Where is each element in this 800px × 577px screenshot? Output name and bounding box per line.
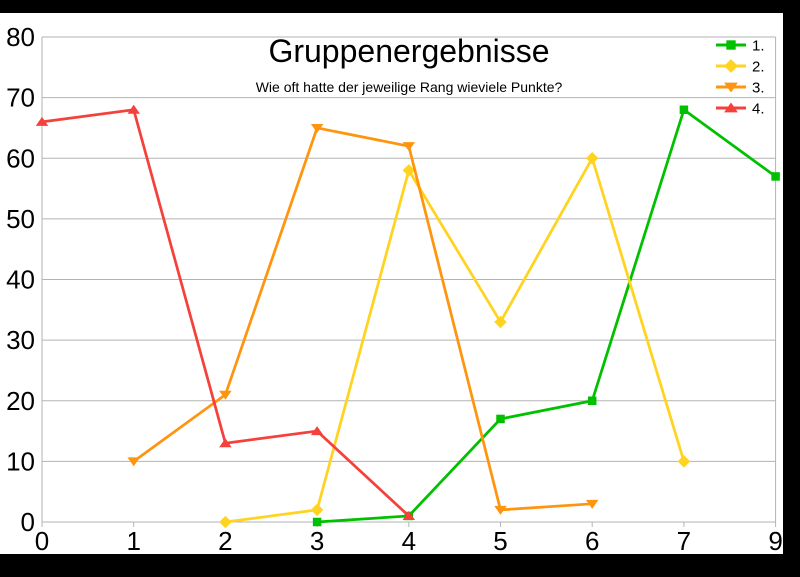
data-point-marker-triangle-down xyxy=(585,499,599,509)
data-point-marker-triangle-down xyxy=(494,505,507,515)
data-point-marker-diamond xyxy=(219,515,232,529)
data-point-marker-triangle-up xyxy=(219,438,232,448)
data-point-marker-diamond xyxy=(310,503,324,517)
data-point-marker-triangle-down xyxy=(724,82,738,93)
data-point-marker-triangle-up xyxy=(402,510,416,520)
data-point-marker-diamond xyxy=(724,59,738,73)
data-point-marker-triangle-up xyxy=(127,104,140,114)
series-line-2 xyxy=(225,154,686,524)
x-axis-tick-label: 5 xyxy=(493,526,507,554)
data-point-marker-triangle-down xyxy=(310,123,324,133)
data-point-marker-square xyxy=(587,396,597,405)
x-axis-tick-label: 0 xyxy=(35,526,49,554)
series-line-4 xyxy=(41,108,410,517)
x-axis-tick-label: 3 xyxy=(310,526,324,554)
legend-label: 4. xyxy=(752,101,765,118)
chart-svg: 0 10 20 30 40 50 60 70 80 0 1 2 3 4 5 6 7 9 1. 2. 3. 4. Grupp… xyxy=(6,22,783,554)
data-point-marker-triangle-down xyxy=(219,390,232,400)
legend-label: 3. xyxy=(752,80,765,97)
data-point-marker-triangle-up xyxy=(310,426,324,436)
data-point-marker-triangle-down xyxy=(127,457,140,467)
legend-label: 1. xyxy=(752,38,765,55)
data-point-marker-diamond xyxy=(585,152,599,165)
y-axis-tick-label: 30 xyxy=(6,325,35,355)
x-axis-tick-label: 2 xyxy=(218,526,232,554)
x-axis-tick-label: 1 xyxy=(126,526,140,554)
series-line-1 xyxy=(317,107,777,524)
y-axis-tick-label: 70 xyxy=(6,83,35,113)
x-axis-tick-label: 9 xyxy=(768,526,782,554)
y-axis-tick-label: 80 xyxy=(6,22,35,52)
chart-title: Gruppenergebnisse xyxy=(268,33,549,69)
y-axis-tick-label: 10 xyxy=(6,446,35,476)
data-point-marker-triangle-up xyxy=(35,116,49,126)
x-axis-tick-label: 7 xyxy=(677,526,691,554)
series-line-3 xyxy=(132,126,593,512)
data-point-marker-diamond xyxy=(677,455,691,468)
y-axis-tick-label: 60 xyxy=(6,143,35,173)
y-axis-tick-label: 50 xyxy=(6,204,35,234)
data-point-marker-triangle-up xyxy=(724,102,738,113)
chart-subtitle: Wie oft hatte der jeweilige Rang wieviel… xyxy=(256,79,563,95)
data-point-marker-square xyxy=(679,105,689,114)
data-point-marker-triangle-down xyxy=(402,142,416,152)
data-point-marker-diamond xyxy=(402,164,416,177)
data-point-marker-diamond xyxy=(494,315,507,329)
legend-label: 2. xyxy=(752,59,765,76)
data-point-marker-square xyxy=(771,172,780,181)
y-axis-tick-label: 40 xyxy=(6,265,35,295)
data-point-marker-square xyxy=(726,40,736,50)
y-axis-tick-label: 20 xyxy=(6,386,35,416)
data-point-marker-square xyxy=(496,414,505,424)
x-axis-tick-label: 6 xyxy=(585,526,599,554)
y-axis-tick-label: 0 xyxy=(21,507,35,537)
chart-canvas: 0 10 20 30 40 50 60 70 80 0 1 2 3 4 5 6 7 9 1. 2. 3. 4. Grupp… xyxy=(0,13,783,554)
chart-generated-layers: 0 10 20 30 40 50 60 70 80 0 1 2 3 4 5 6 7 9 1. 2. 3. 4. xyxy=(6,22,783,554)
data-point-marker-square xyxy=(312,517,322,527)
x-axis-tick-label: 4 xyxy=(402,526,416,554)
